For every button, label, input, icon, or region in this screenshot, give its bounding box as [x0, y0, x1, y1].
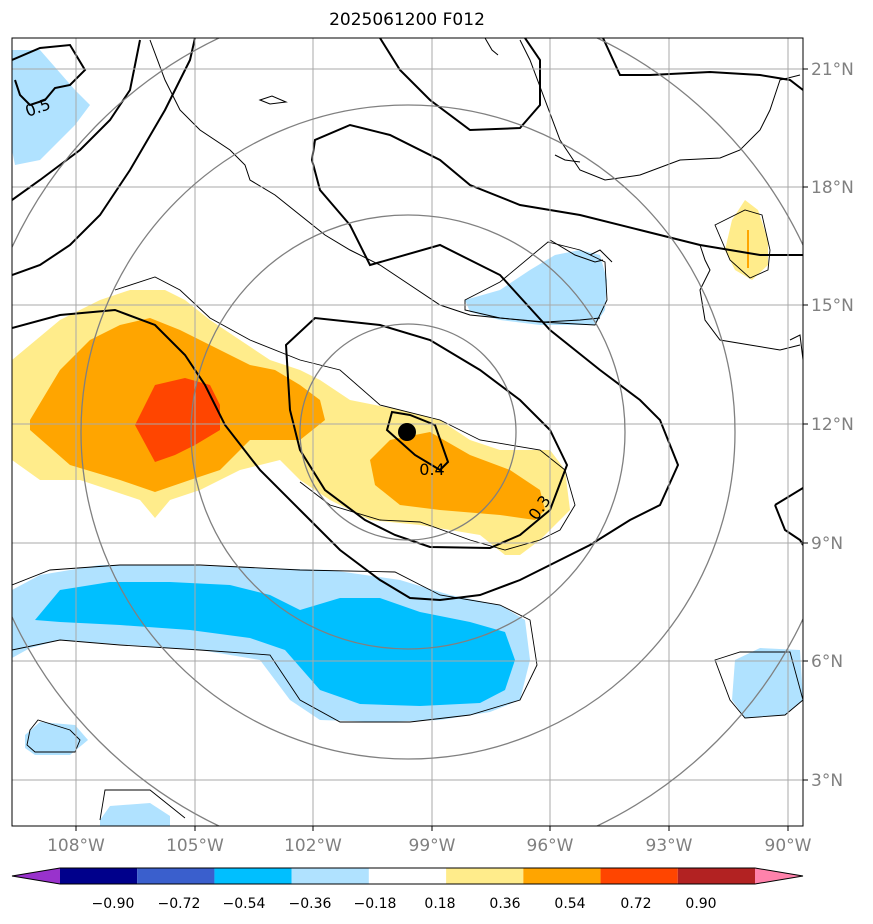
colorbar-tick-label: 0.90 — [685, 896, 716, 912]
lon-tick-label: 90°W — [765, 836, 812, 856]
colorbar-segment — [214, 868, 292, 884]
colorbar-segment — [60, 868, 138, 884]
colorbar-tick-label: −0.54 — [223, 896, 266, 912]
lon-tick-label: 96°W — [527, 836, 574, 856]
colorbar-segment — [523, 868, 601, 884]
colorbar-tick-label: 0.72 — [620, 896, 651, 912]
colorbar-segment — [446, 868, 524, 884]
lat-tick-label: 3°N — [811, 771, 843, 791]
map-title: 2025061200 F012 — [329, 10, 485, 30]
lon-tick-label: 102°W — [284, 836, 342, 856]
colorbar-segment — [137, 868, 215, 884]
lon-tick-label: 108°W — [47, 836, 105, 856]
colorbar-segment — [677, 868, 755, 884]
center-marker — [398, 423, 416, 441]
shaded-field — [12, 50, 803, 826]
lat-tick-label: 15°N — [811, 296, 854, 316]
colorbar-segment — [755, 868, 803, 884]
lat-tick-label: 12°N — [811, 415, 854, 435]
colorbar: −0.90 −0.72 −0.54 −0.36 −0.18 0.18 0.36 … — [11, 867, 804, 912]
range-rings — [12, 38, 803, 826]
map-area: 0.5 0.4 0.3 — [12, 38, 803, 826]
lat-tick-label: 21°N — [811, 60, 854, 80]
lon-tick-label: 99°W — [409, 836, 456, 856]
colorbar-tick-labels: −0.90 −0.72 −0.54 −0.36 −0.18 0.18 0.36 … — [92, 896, 717, 912]
lon-tick-label: 93°W — [646, 836, 693, 856]
colorbar-segment — [368, 868, 447, 884]
axis-ticks — [75, 68, 808, 831]
colorbar-tick-label: 0.36 — [489, 896, 520, 912]
colorbar-tick-label: 0.18 — [424, 896, 455, 912]
lat-tick-label: 18°N — [811, 178, 854, 198]
lon-tick-label: 105°W — [166, 836, 224, 856]
map-frame — [11, 37, 804, 827]
colorbar-segment — [291, 868, 369, 884]
colorbar-tick-label: −0.72 — [158, 896, 201, 912]
contour-label-0-4: 0.4 — [419, 460, 444, 479]
colorbar-segment — [12, 868, 60, 884]
colorbar-segment — [600, 868, 678, 884]
colorbar-tick-label: −0.36 — [289, 896, 332, 912]
lat-tick-labels: 3°N 6°N 9°N 12°N 15°N 18°N 21°N — [811, 60, 854, 791]
colorbar-tick-label: 0.54 — [554, 896, 585, 912]
lat-tick-label: 6°N — [811, 652, 843, 672]
lat-tick-label: 9°N — [811, 534, 843, 554]
gridlines — [12, 38, 803, 826]
colorbar-tick-label: −0.90 — [92, 896, 135, 912]
colorbar-outline — [11, 867, 804, 885]
lon-tick-labels: 108°W 105°W 102°W 99°W 96°W 93°W 90°W — [47, 836, 812, 856]
colorbar-tick-label: −0.18 — [354, 896, 397, 912]
thick-contours — [12, 38, 803, 602]
thin-contours — [12, 209, 803, 821]
